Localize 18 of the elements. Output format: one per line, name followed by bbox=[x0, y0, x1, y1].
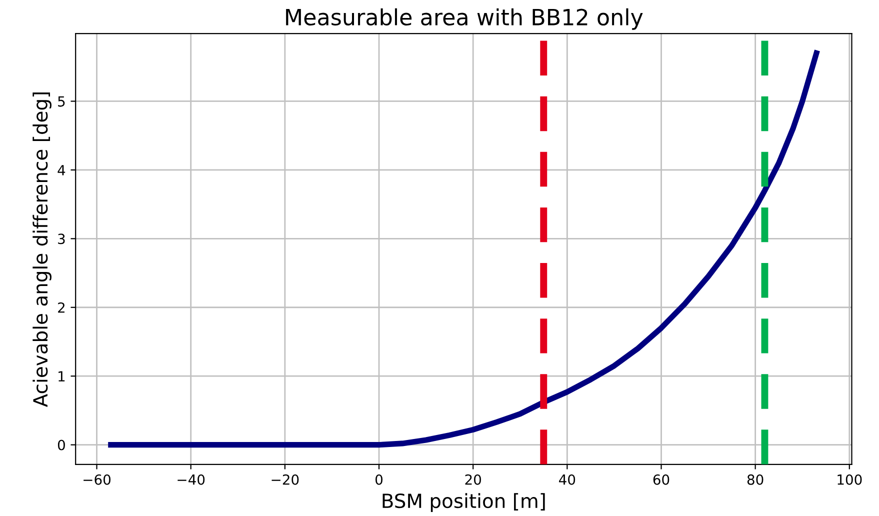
x-tick-label: 100 bbox=[838, 474, 862, 485]
x-tick-label: −20 bbox=[272, 474, 299, 485]
y-tick-label: 3 bbox=[58, 234, 65, 244]
x-tick-label: 60 bbox=[653, 474, 670, 485]
x-tick-label: 80 bbox=[747, 474, 764, 485]
x-tick-label: 20 bbox=[465, 474, 481, 485]
y-tick-label: 5 bbox=[58, 96, 65, 107]
x-tick-label: 40 bbox=[559, 474, 576, 485]
x-axis-title: BSM position [m] bbox=[382, 493, 545, 512]
y-tick-label: 4 bbox=[58, 165, 66, 176]
y-axis-title: Acievable angle difference [deg] bbox=[32, 92, 52, 407]
x-tick-label: −40 bbox=[178, 474, 205, 485]
y-tick-label: 2 bbox=[58, 302, 64, 313]
y-tick-label: 0 bbox=[58, 440, 65, 450]
x-tick-label: 0 bbox=[376, 474, 382, 485]
x-tick-label: −60 bbox=[84, 474, 110, 485]
y-tick-label: 1 bbox=[58, 371, 65, 382]
chart-title: Measurable area with BB12 only bbox=[286, 8, 643, 30]
